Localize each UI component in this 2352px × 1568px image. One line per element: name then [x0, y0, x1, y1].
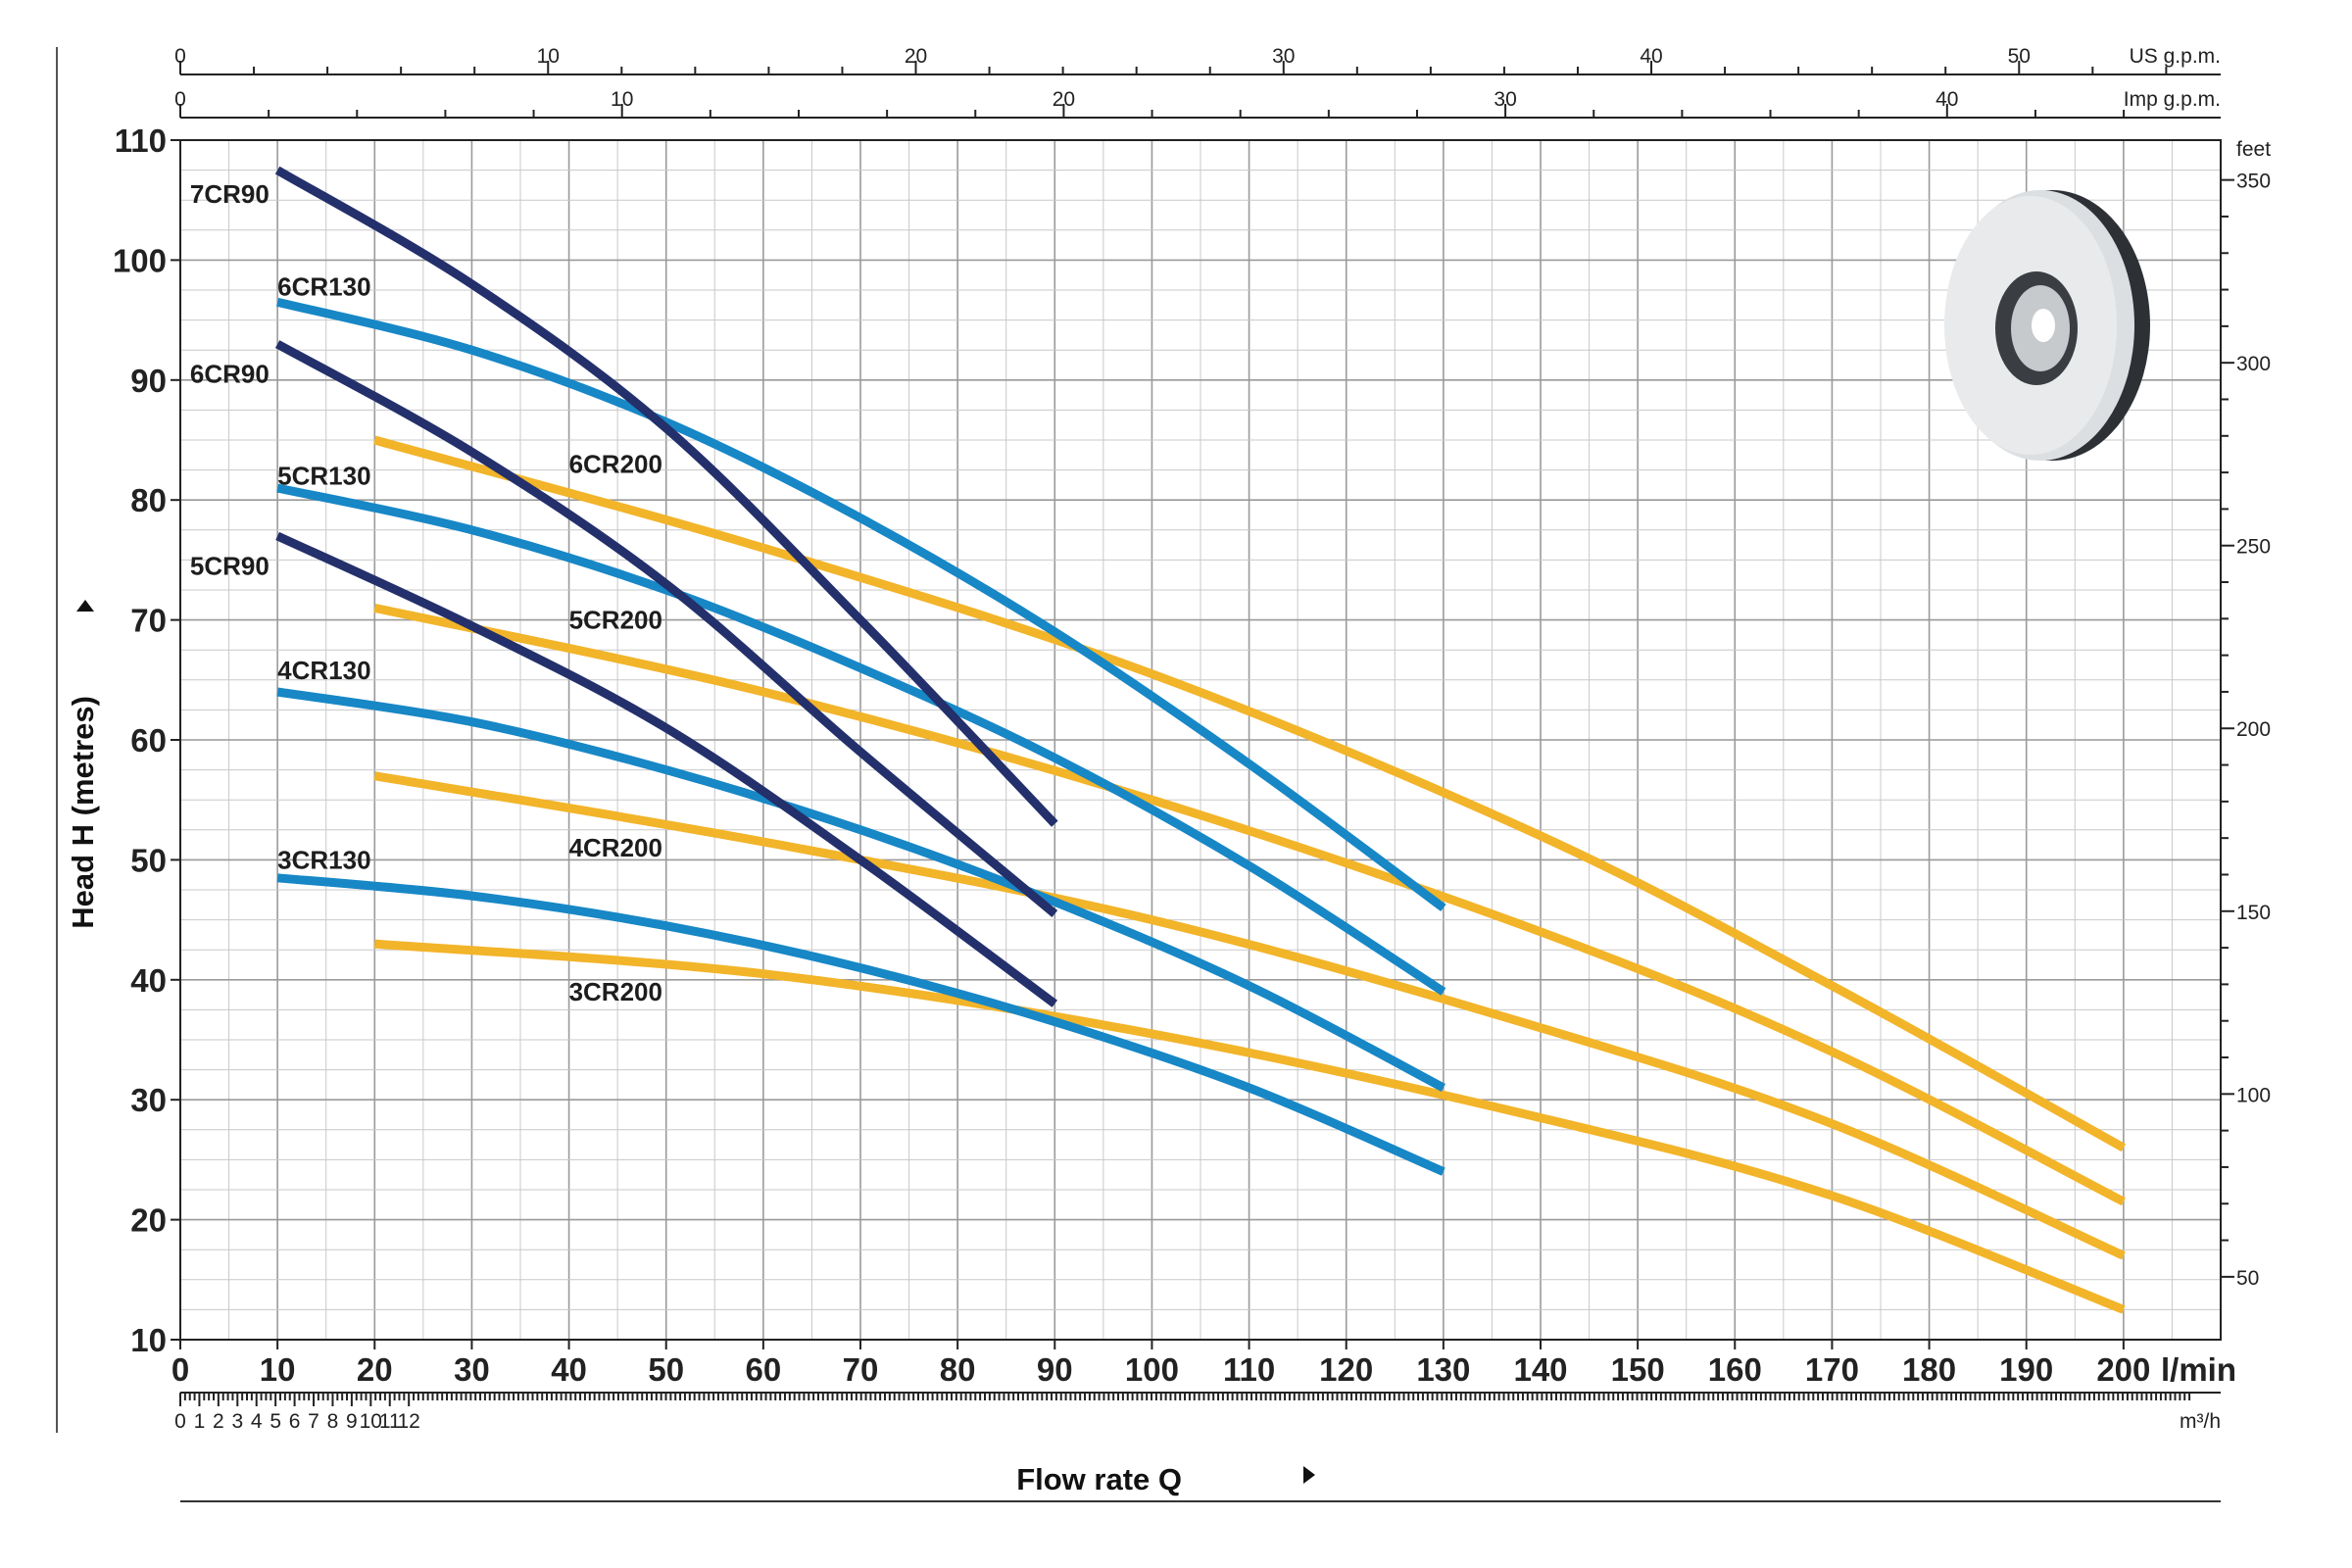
curve-label-5cr200: 5CR200 — [569, 606, 662, 635]
x-tick-label: 30 — [454, 1351, 490, 1388]
secondary-unit-label: m³/h — [2180, 1410, 2221, 1433]
secondary-tick-label: 8 — [327, 1410, 339, 1433]
x-tick-label: 200 — [2096, 1351, 2150, 1388]
secondary-unit-label: Imp g.p.m. — [2124, 88, 2221, 111]
feet-tick-label: 250 — [2236, 536, 2271, 559]
curve-label-4cr200: 4CR200 — [569, 833, 662, 862]
x-tick-label: 20 — [357, 1351, 393, 1388]
curve-label-6cr130: 6CR130 — [277, 271, 370, 301]
feet-tick-label: 200 — [2236, 718, 2271, 741]
x-tick-label: 170 — [1805, 1351, 1859, 1388]
secondary-tick-label: 10 — [360, 1410, 382, 1433]
feet-tick-label: 300 — [2236, 353, 2271, 375]
secondary-tick-label: 2 — [213, 1410, 224, 1433]
series-line-7cr90 — [274, 166, 1058, 827]
x-unit-label: l/min — [2161, 1351, 2236, 1388]
secondary-tick-label: 30 — [1494, 88, 1516, 111]
secondary-tick-label: 3 — [231, 1410, 243, 1433]
secondary-tick-label: 20 — [1053, 88, 1075, 111]
secondary-tick-label: 7 — [308, 1410, 319, 1433]
series-group — [274, 166, 2127, 1314]
x-tick-label: 110 — [1223, 1351, 1275, 1388]
secondary-tick-label: 30 — [1272, 45, 1295, 68]
series-line-5cr90 — [275, 531, 1057, 1007]
series-line-5cr130 — [276, 483, 1446, 996]
series-line-6cr200 — [373, 435, 2127, 1152]
x-tick-label: 80 — [940, 1351, 976, 1388]
secondary-tick-label: 1 — [194, 1410, 206, 1433]
curve-label-6cr90: 6CR90 — [190, 360, 270, 389]
y-tick-label: 40 — [130, 962, 167, 999]
secondary-tick-label: 40 — [1936, 88, 1958, 111]
series-line-6cr90 — [274, 340, 1058, 917]
curve-label-6cr200: 6CR200 — [569, 449, 662, 478]
y-tick-label: 70 — [130, 603, 167, 639]
y-axis-arrow-icon — [76, 600, 94, 612]
x-tick-label: 100 — [1125, 1351, 1179, 1388]
x-tick-label: 190 — [1999, 1351, 2053, 1388]
x-tick-label: 130 — [1416, 1351, 1470, 1388]
secondary-tick-label: 9 — [346, 1410, 358, 1433]
secondary-tick-label: 6 — [289, 1410, 301, 1433]
curve-label-7cr90: 7CR90 — [190, 179, 270, 209]
y-tick-label: 10 — [130, 1322, 167, 1358]
curve-label-3cr130: 3CR130 — [277, 845, 370, 874]
feet-tick-label: 50 — [2236, 1267, 2259, 1290]
series-line-3cr130 — [276, 873, 1446, 1176]
secondary-tick-label: 0 — [174, 1410, 186, 1433]
feet-tick-label: 150 — [2236, 902, 2271, 924]
x-tick-label: 180 — [1902, 1351, 1956, 1388]
x-tick-label: 10 — [260, 1351, 296, 1388]
x-tick-label: 90 — [1037, 1351, 1073, 1388]
series-line-3cr200 — [373, 939, 2126, 1314]
y-tick-label: 60 — [130, 722, 167, 759]
curve-label-3cr200: 3CR200 — [569, 977, 662, 1006]
series-line-6cr130 — [276, 297, 1446, 912]
impeller-image — [1944, 190, 2150, 461]
x-tick-label: 60 — [745, 1351, 781, 1388]
series-line-5cr200 — [373, 604, 2126, 1206]
y-tick-label: 30 — [130, 1082, 167, 1118]
x-axis-title: Flow rate Q — [1016, 1462, 1182, 1496]
secondary-tick-label: 0 — [174, 88, 186, 111]
curve-label-4cr130: 4CR130 — [277, 656, 370, 685]
curve-label-5cr90: 5CR90 — [190, 552, 270, 581]
x-tick-label: 50 — [648, 1351, 684, 1388]
y-tick-label: 90 — [130, 363, 167, 399]
y-tick-label: 50 — [130, 842, 167, 878]
feet-unit-label: feet — [2236, 138, 2271, 161]
secondary-unit-label: US g.p.m. — [2130, 45, 2221, 68]
y-tick-label: 20 — [130, 1202, 167, 1239]
secondary-tick-label: 10 — [537, 45, 560, 68]
curve-labels: 7CR90 6CR130 6CR90 6CR200 5CR130 5CR90 5CR200 4… — [190, 179, 662, 1006]
y-tick-label: 100 — [113, 242, 167, 278]
curve-label-5cr130: 5CR130 — [277, 462, 370, 491]
secondary-tick-label: 4 — [251, 1410, 263, 1433]
feet-tick-label: 350 — [2236, 171, 2271, 193]
axes: 0 10 20 30 40 50 60 70 80 90 100 110 120 130 140 150 160… — [113, 45, 2271, 1433]
secondary-tick-label: 12 — [398, 1410, 420, 1433]
secondary-tick-label: 20 — [905, 45, 927, 68]
y-axis-title: Head H (metres) — [66, 696, 100, 929]
secondary-tick-label: 40 — [1640, 45, 1662, 68]
x-tick-label: 150 — [1611, 1351, 1665, 1388]
secondary-tick-label: 5 — [270, 1410, 281, 1433]
secondary-tick-label: 0 — [174, 45, 186, 68]
series-line-4cr130 — [276, 687, 1446, 1092]
x-axis-arrow-icon — [1303, 1466, 1315, 1484]
x-tick-label: 140 — [1513, 1351, 1567, 1388]
x-tick-label: 40 — [551, 1351, 587, 1388]
feet-tick-label: 100 — [2236, 1084, 2271, 1106]
y-tick-label: 80 — [130, 482, 167, 518]
x-tick-label: 160 — [1708, 1351, 1762, 1388]
x-tick-label: 120 — [1319, 1351, 1373, 1388]
secondary-tick-label: 50 — [2008, 45, 2031, 68]
x-tick-label: 0 — [172, 1351, 189, 1388]
series-line-4cr200 — [373, 771, 2126, 1260]
x-tick-label: 70 — [843, 1351, 879, 1388]
y-tick-label: 110 — [115, 122, 167, 159]
secondary-tick-label: 10 — [611, 88, 633, 111]
secondary-tick-label: 11 — [379, 1410, 401, 1433]
